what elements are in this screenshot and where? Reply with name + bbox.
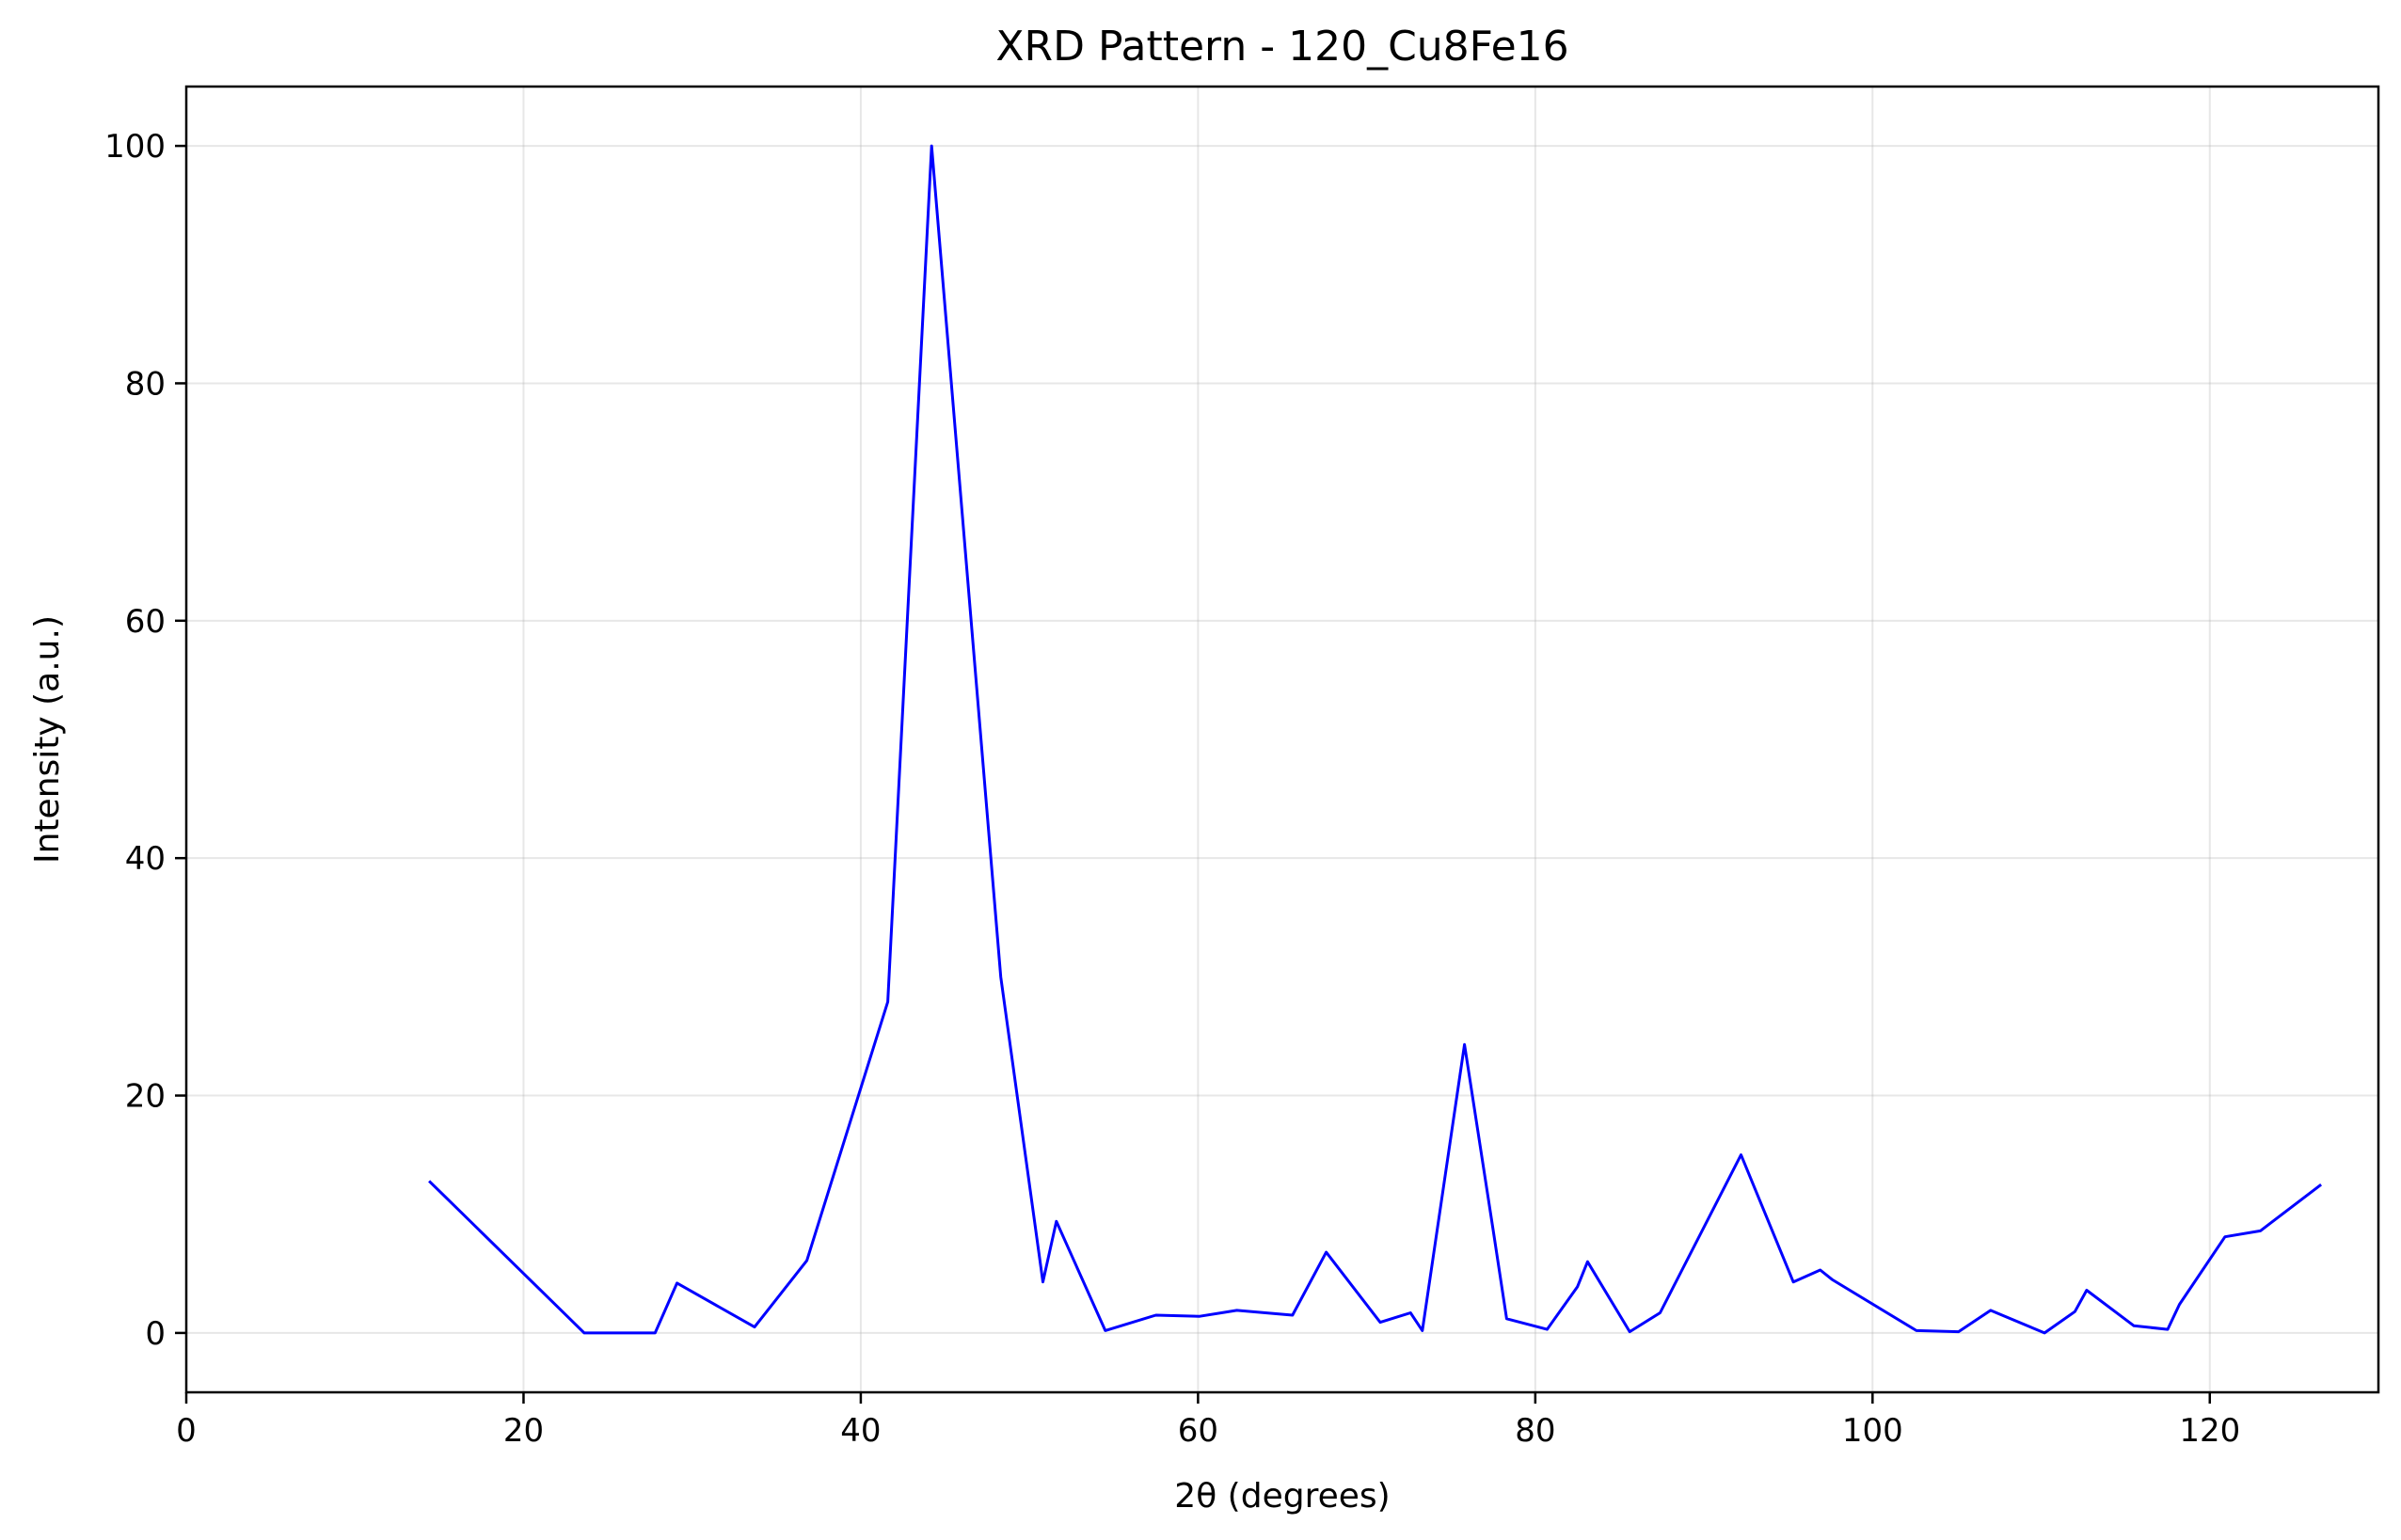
y-axis-label: Intensity (a.u.) — [28, 615, 67, 864]
y-tick-label: 0 — [145, 1315, 166, 1353]
x-tick-label: 80 — [1515, 1412, 1555, 1450]
x-axis-label: 2θ (degrees) — [1174, 1477, 1390, 1516]
y-tick-label: 60 — [125, 603, 166, 641]
y-tick-label: 20 — [125, 1078, 166, 1116]
y-tick-label: 100 — [104, 128, 166, 166]
x-tick-label: 0 — [176, 1412, 197, 1450]
plot-area — [428, 144, 2323, 1335]
grid — [185, 87, 2378, 1392]
chart-title: XRD Pattern - 120_Cu8Fe16 — [995, 23, 1568, 71]
plot-frame — [184, 85, 2380, 1394]
x-tick-label: 20 — [503, 1412, 544, 1450]
x-tick-label: 120 — [2179, 1412, 2240, 1450]
y-tick-label: 40 — [125, 840, 166, 878]
x-tick-label: 100 — [1842, 1412, 1903, 1450]
series-line-0 — [428, 144, 2323, 1335]
y-axis: 0 20 40 60 80 100 — [104, 128, 186, 1353]
x-axis: 0 20 40 60 80 100 120 — [176, 1392, 2240, 1450]
y-tick-label: 80 — [125, 365, 166, 403]
x-tick-label: 60 — [1178, 1412, 1218, 1450]
x-tick-label: 40 — [840, 1412, 881, 1450]
